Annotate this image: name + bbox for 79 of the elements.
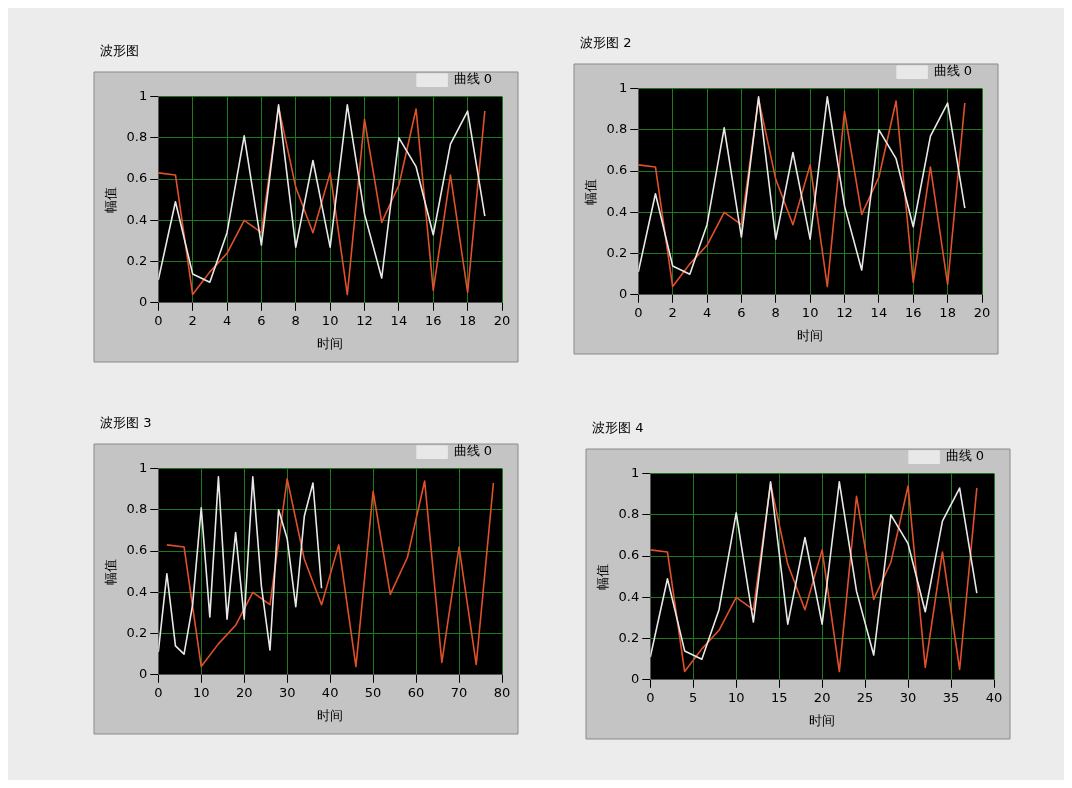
legend-label: 曲线 0	[453, 443, 492, 459]
x-tick-label: 6	[257, 312, 266, 328]
x-tick-label: 0	[646, 689, 655, 705]
y-tick-label: 0.2	[618, 629, 640, 645]
x-tick-label: 4	[702, 304, 712, 320]
x-tick-label: 2	[668, 304, 677, 320]
x-tick-label: 16	[424, 312, 442, 328]
y-tick-label: 0	[630, 671, 640, 687]
x-tick-label: 16	[904, 304, 922, 320]
x-tick-label: 8	[771, 304, 780, 320]
x-tick-label: 20	[493, 312, 511, 328]
x-tick-label: 4	[222, 312, 232, 328]
y-tick-label: 0.6	[606, 162, 628, 178]
y-tick-label: 0	[138, 294, 148, 310]
x-tick-label: 8	[291, 312, 300, 328]
y-tick-label: 0.8	[618, 506, 640, 522]
x-tick-label: 25	[856, 689, 874, 705]
legend-label: 曲线 0	[933, 63, 972, 79]
x-tick-label: 40	[321, 684, 339, 700]
x-tick-label: 6	[737, 304, 746, 320]
x-tick-label: 14	[390, 312, 408, 328]
x-tick-label: 10	[727, 689, 745, 705]
x-tick-label: 12	[836, 304, 853, 320]
chart-title: 波形图	[100, 43, 139, 59]
y-tick-label: 0.4	[618, 588, 640, 604]
x-tick-label: 0	[154, 312, 163, 328]
y-tick-label: 1	[138, 459, 148, 475]
y-tick-label: 0.2	[126, 624, 148, 640]
x-tick-label: 20	[973, 304, 991, 320]
x-axis-title: 时间	[317, 335, 344, 351]
y-tick-label: 0.6	[618, 547, 640, 563]
x-tick-label: 10	[321, 312, 339, 328]
x-axis-title: 时间	[317, 707, 344, 723]
x-tick-label: 50	[364, 684, 382, 700]
y-tick-label: 0.6	[126, 170, 148, 186]
y-tick-label: 1	[630, 464, 640, 480]
y-tick-label: 0.2	[126, 252, 148, 268]
x-tick-label: 20	[235, 684, 253, 700]
chart-title: 波形图 3	[100, 415, 152, 431]
x-tick-label: 5	[689, 689, 698, 705]
x-tick-label: 18	[939, 304, 956, 320]
x-tick-label: 10	[192, 684, 210, 700]
x-tick-label: 80	[493, 684, 511, 700]
chart-title: 波形图 2	[580, 35, 632, 51]
y-tick-label: 0	[618, 286, 628, 302]
y-tick-label: 0.4	[606, 203, 628, 219]
x-tick-label: 20	[813, 689, 831, 705]
y-tick-label: 1	[618, 79, 628, 95]
y-axis-title: 幅值	[595, 563, 611, 590]
x-tick-label: 70	[450, 684, 468, 700]
y-tick-label: 0.2	[606, 244, 628, 260]
y-axis-title: 幅值	[583, 178, 599, 205]
x-tick-label: 0	[154, 684, 163, 700]
x-tick-label: 30	[278, 684, 296, 700]
x-tick-label: 10	[801, 304, 819, 320]
x-tick-label: 30	[899, 689, 917, 705]
y-axis-title: 幅值	[103, 186, 119, 213]
y-tick-label: 0.4	[126, 583, 148, 599]
y-axis-title: 幅值	[103, 558, 119, 585]
x-axis-title: 时间	[797, 327, 824, 343]
x-tick-label: 18	[459, 312, 476, 328]
y-tick-label: 1	[138, 87, 148, 103]
x-axis-title: 时间	[809, 712, 836, 728]
legend-label: 曲线 0	[453, 71, 492, 87]
y-tick-label: 0	[138, 666, 148, 682]
x-tick-label: 12	[356, 312, 373, 328]
x-tick-label: 15	[770, 689, 788, 705]
x-tick-label: 2	[188, 312, 197, 328]
x-tick-label: 40	[985, 689, 1003, 705]
y-tick-label: 0.4	[126, 211, 148, 227]
x-tick-label: 60	[407, 684, 425, 700]
y-tick-label: 0.6	[126, 542, 148, 558]
y-tick-label: 0.8	[126, 501, 148, 517]
legend-label: 曲线 0	[945, 448, 984, 464]
x-tick-label: 35	[942, 689, 960, 705]
y-tick-label: 0.8	[126, 129, 148, 145]
chart-title: 波形图 4	[592, 420, 644, 436]
y-tick-label: 0.8	[606, 121, 628, 137]
x-tick-label: 14	[870, 304, 888, 320]
